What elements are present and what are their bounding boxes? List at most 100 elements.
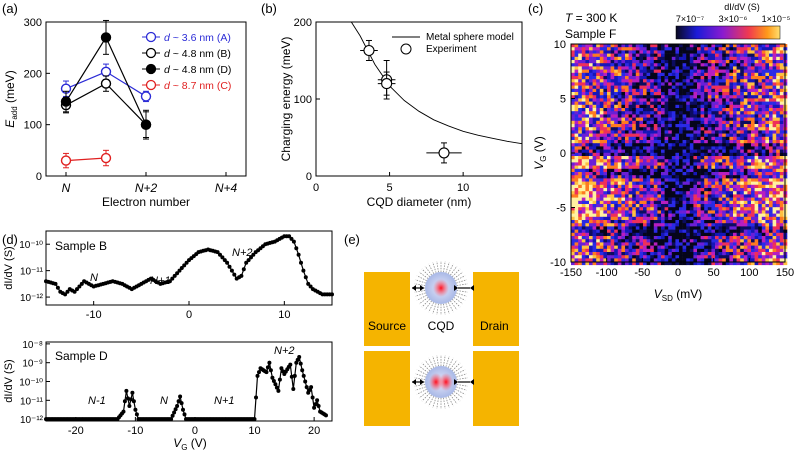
heatmap-cell [711, 168, 716, 173]
heatmap-cell [740, 194, 745, 198]
heatmap-cell [776, 258, 781, 262]
heatmap-cell [743, 200, 748, 205]
heatmap-cell [722, 133, 727, 138]
heatmap-cell [632, 248, 637, 253]
heatmap-cell [632, 229, 637, 234]
heatmap-cell [718, 261, 723, 266]
heatmap-cell [628, 236, 633, 240]
heatmap-cell [643, 213, 647, 218]
heatmap-cell [779, 242, 784, 246]
heatmap-cell [628, 207, 633, 211]
heatmap-cell [571, 245, 575, 250]
heatmap-cell [722, 44, 727, 48]
heatmap-cell [589, 220, 593, 224]
heatmap-cell [607, 261, 611, 266]
heatmap-cell [779, 124, 784, 128]
heatmap-cell [581, 124, 586, 128]
heatmap-cell [743, 130, 748, 134]
heatmap-cell [697, 149, 701, 154]
heatmap-cell [657, 117, 662, 122]
heatmap-cell [599, 124, 604, 128]
cqd-label: CQD [428, 319, 455, 333]
heatmap-cell [599, 60, 604, 64]
heatmap-cell [653, 114, 658, 118]
heatmap-cell [621, 229, 626, 234]
heatmap-cell [643, 149, 647, 154]
heatmap-cell [628, 252, 633, 256]
heatmap-cell [743, 66, 748, 70]
heatmap-cell [743, 111, 748, 115]
heatmap-cell [592, 207, 597, 211]
heatmap-cell [614, 72, 619, 77]
heatmap-cell [607, 47, 611, 51]
heatmap-cell [635, 76, 640, 80]
heatmap-cell [715, 88, 719, 93]
heatmap-cell [776, 194, 781, 198]
heatmap-cell [704, 63, 709, 67]
heatmap-cell [650, 140, 655, 144]
heatmap-cell [607, 146, 611, 150]
heatmap-cell [729, 168, 734, 173]
heatmap-cell [664, 245, 669, 250]
heatmap-cell [725, 178, 730, 182]
ligand [450, 300, 458, 311]
dIdV-point [249, 255, 253, 260]
heatmap-cell [621, 252, 626, 256]
heatmap-cell [689, 82, 694, 86]
heatmap-cell [772, 111, 777, 115]
heatmap-cell [596, 194, 601, 198]
dIdV-point [265, 365, 270, 370]
heatmap-cell [772, 60, 777, 64]
heatmap-cell [668, 226, 673, 230]
panel-a-ylabel: Eadd (meV) [3, 70, 19, 127]
heatmap-cell [776, 223, 781, 227]
heatmap-cell [625, 261, 629, 266]
heatmap-cell [578, 133, 583, 138]
heatmap-cell [625, 120, 629, 125]
heatmap-cell [743, 98, 748, 102]
heatmap-cell [747, 220, 752, 224]
heatmap-cell [596, 252, 601, 256]
heatmap-cell [765, 255, 770, 259]
heatmap-cell [682, 168, 687, 173]
heatmap-cell [733, 133, 737, 138]
heatmap-cell [614, 220, 619, 224]
heatmap-cell [614, 252, 619, 256]
dIdV-point [273, 382, 278, 387]
heatmap-cell [578, 210, 583, 214]
heatmap-cell [657, 95, 662, 99]
heatmap-cell [700, 255, 705, 259]
heatmap-cell [754, 236, 759, 240]
heatmap-cell [776, 108, 781, 112]
heatmap-cell [581, 101, 586, 106]
heatmap-cell [779, 133, 784, 138]
heatmap-cell [776, 82, 781, 86]
heatmap-cell [697, 101, 701, 106]
heatmap-cell [574, 239, 579, 243]
heatmap-cell [650, 98, 655, 102]
heatmap-cell [776, 124, 781, 128]
heatmap-cell [657, 79, 662, 83]
heatmap-cell [704, 108, 709, 112]
heatmap-cell [689, 210, 694, 214]
heatmap-cell [581, 63, 586, 67]
heatmap-cell [596, 178, 601, 182]
ligand [428, 357, 435, 368]
heatmap-cell [707, 101, 712, 106]
ligand [436, 261, 439, 273]
heatmap-cell [682, 114, 687, 118]
heatmap-cell [697, 108, 701, 112]
heatmap-cell [697, 53, 701, 58]
heatmap-cell [653, 255, 658, 259]
heatmap-cell [704, 79, 709, 83]
heatmap-cell [765, 140, 770, 144]
heatmap-cell [635, 229, 640, 234]
heatmap-cell [679, 175, 683, 179]
heatmap-cell [700, 98, 705, 102]
heatmap-cell [772, 248, 777, 253]
heatmap-cell [776, 172, 781, 176]
heatmap-cell [776, 261, 781, 266]
heatmap-cell [643, 181, 647, 186]
heatmap-cell [736, 92, 741, 96]
heatmap-cell [707, 136, 712, 141]
